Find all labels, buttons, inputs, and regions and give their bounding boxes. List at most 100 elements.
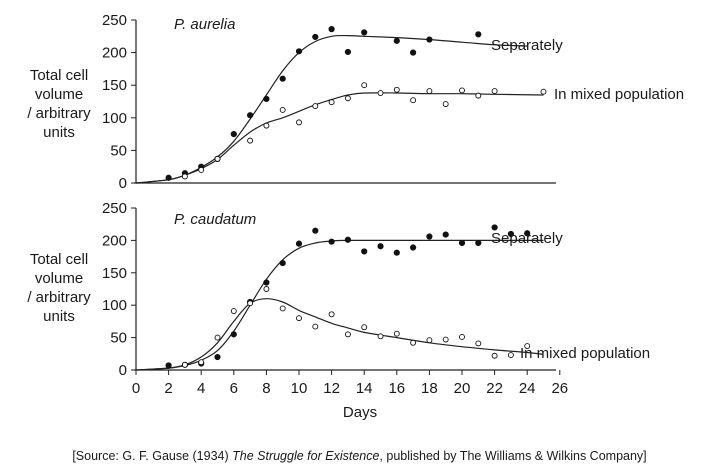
data-point-mixed-population (214, 334, 221, 341)
data-point-separately (377, 243, 384, 250)
data-point-separately (410, 49, 417, 56)
data-point-mixed-population (328, 99, 335, 106)
x-tick-label: 16 (388, 380, 405, 397)
data-point-separately (328, 238, 335, 245)
data-point-separately (279, 75, 286, 82)
y-tick-label: 0 (119, 362, 127, 379)
data-point-mixed-population (198, 167, 205, 173)
data-point-mixed-population (426, 88, 433, 95)
data-point-separately (295, 48, 303, 55)
data-point-mixed-population (263, 122, 270, 129)
data-point-mixed-population (507, 352, 514, 359)
y-axis-label-line: / arbitrary (27, 289, 91, 306)
data-point-mixed-population (361, 82, 368, 89)
y-tick-label: 200 (102, 232, 127, 249)
series-label-mixed-top: In mixed population (554, 86, 685, 103)
data-point-separately (312, 33, 319, 41)
x-tick-label: 14 (356, 380, 373, 397)
data-point-separately (524, 230, 531, 237)
data-point-mixed-population (393, 330, 400, 337)
data-point-separately (361, 248, 368, 255)
data-point-separately (442, 231, 449, 238)
y-axis-label-line: volume (34, 270, 84, 287)
x-tick-label: 12 (323, 380, 340, 397)
data-point-mixed-population (198, 359, 205, 366)
data-point-mixed-population (312, 323, 319, 330)
x-tick-label: 8 (262, 380, 270, 397)
data-point-separately (458, 239, 466, 247)
y-axis-label-line: / arbitrary (27, 105, 91, 122)
data-point-separately (312, 227, 319, 234)
data-point-mixed-population (296, 315, 302, 322)
source-caption: [Source: G. F. Gause (1934) The Struggle… (0, 449, 719, 463)
y-axis-label-line: Total cell (29, 251, 89, 268)
data-point-separately (393, 37, 400, 44)
y-tick-label: 50 (110, 142, 127, 159)
y-tick-label: 250 (102, 12, 127, 29)
data-point-mixed-population (344, 331, 351, 338)
data-point-separately (491, 224, 498, 231)
y-tick-label: 250 (102, 200, 127, 217)
series-label-separately-bottom: Separately (491, 230, 563, 247)
data-point-separately (475, 31, 482, 38)
data-point-mixed-population (328, 311, 335, 318)
x-tick-label: 22 (486, 380, 503, 397)
data-point-mixed-population (459, 87, 465, 94)
data-point-mixed-population (181, 361, 188, 368)
curve-separately (135, 34, 528, 184)
data-point-separately (263, 279, 270, 286)
y-tick-label: 100 (102, 110, 127, 127)
data-point-mixed-population (442, 336, 449, 343)
y-axis-label-top: Total cell volume / arbitrary units (8, 66, 110, 142)
series-label-mixed-bottom: In mixed population (520, 345, 651, 362)
data-point-mixed-population (296, 119, 302, 126)
curve-separately (135, 239, 544, 371)
source-book-title: The Struggle for Existence (232, 449, 380, 463)
data-point-separately (361, 29, 368, 36)
data-point-mixed-population (475, 92, 482, 99)
curve-mixed-population (135, 298, 544, 371)
data-point-mixed-population (344, 95, 351, 102)
data-point-separately (263, 95, 270, 102)
data-point-separately (279, 259, 286, 267)
x-tick-label: 20 (454, 380, 471, 397)
x-tick-label: 2 (164, 380, 172, 397)
x-tick-label: 26 (551, 380, 568, 397)
source-prefix: [Source: G. F. Gause (1934) (72, 449, 233, 463)
data-point-mixed-population (247, 137, 254, 144)
data-point-separately (165, 362, 172, 369)
y-axis-label-line: units (43, 308, 75, 325)
data-point-separately (214, 353, 221, 361)
source-suffix: , published by The Williams & Wilkins Co… (379, 449, 647, 463)
y-axis-label-bottom: Total cell volume / arbitrary units (8, 250, 110, 326)
data-point-mixed-population (491, 88, 498, 95)
data-point-mixed-population (263, 286, 270, 292)
data-point-separately (165, 174, 172, 181)
data-point-mixed-population (247, 300, 254, 307)
data-point-mixed-population (230, 308, 237, 314)
data-point-mixed-population (491, 352, 498, 359)
data-point-separately (295, 240, 303, 247)
data-point-separately (475, 239, 482, 247)
data-point-mixed-population (459, 334, 465, 340)
data-point-separately (410, 244, 417, 251)
data-point-separately (230, 331, 237, 338)
data-point-separately (426, 233, 433, 240)
data-point-mixed-population (312, 103, 319, 110)
y-tick-label: 200 (102, 45, 127, 62)
species-title-bottom: P. caudatum (174, 211, 257, 228)
data-point-separately (230, 131, 237, 138)
data-point-mixed-population (279, 305, 286, 312)
data-point-mixed-population (524, 343, 531, 349)
data-point-separately (344, 48, 352, 56)
data-point-mixed-population (540, 88, 547, 95)
x-tick-label: 10 (291, 380, 308, 397)
data-point-separately (344, 236, 352, 243)
data-point-separately (393, 249, 400, 256)
y-axis-label-line: units (43, 124, 75, 141)
y-tick-label: 0 (119, 175, 127, 192)
x-tick-label: 4 (197, 380, 205, 397)
data-point-separately (426, 36, 433, 43)
series-label-separately-top: Separately (491, 37, 563, 54)
data-point-mixed-population (475, 340, 482, 347)
